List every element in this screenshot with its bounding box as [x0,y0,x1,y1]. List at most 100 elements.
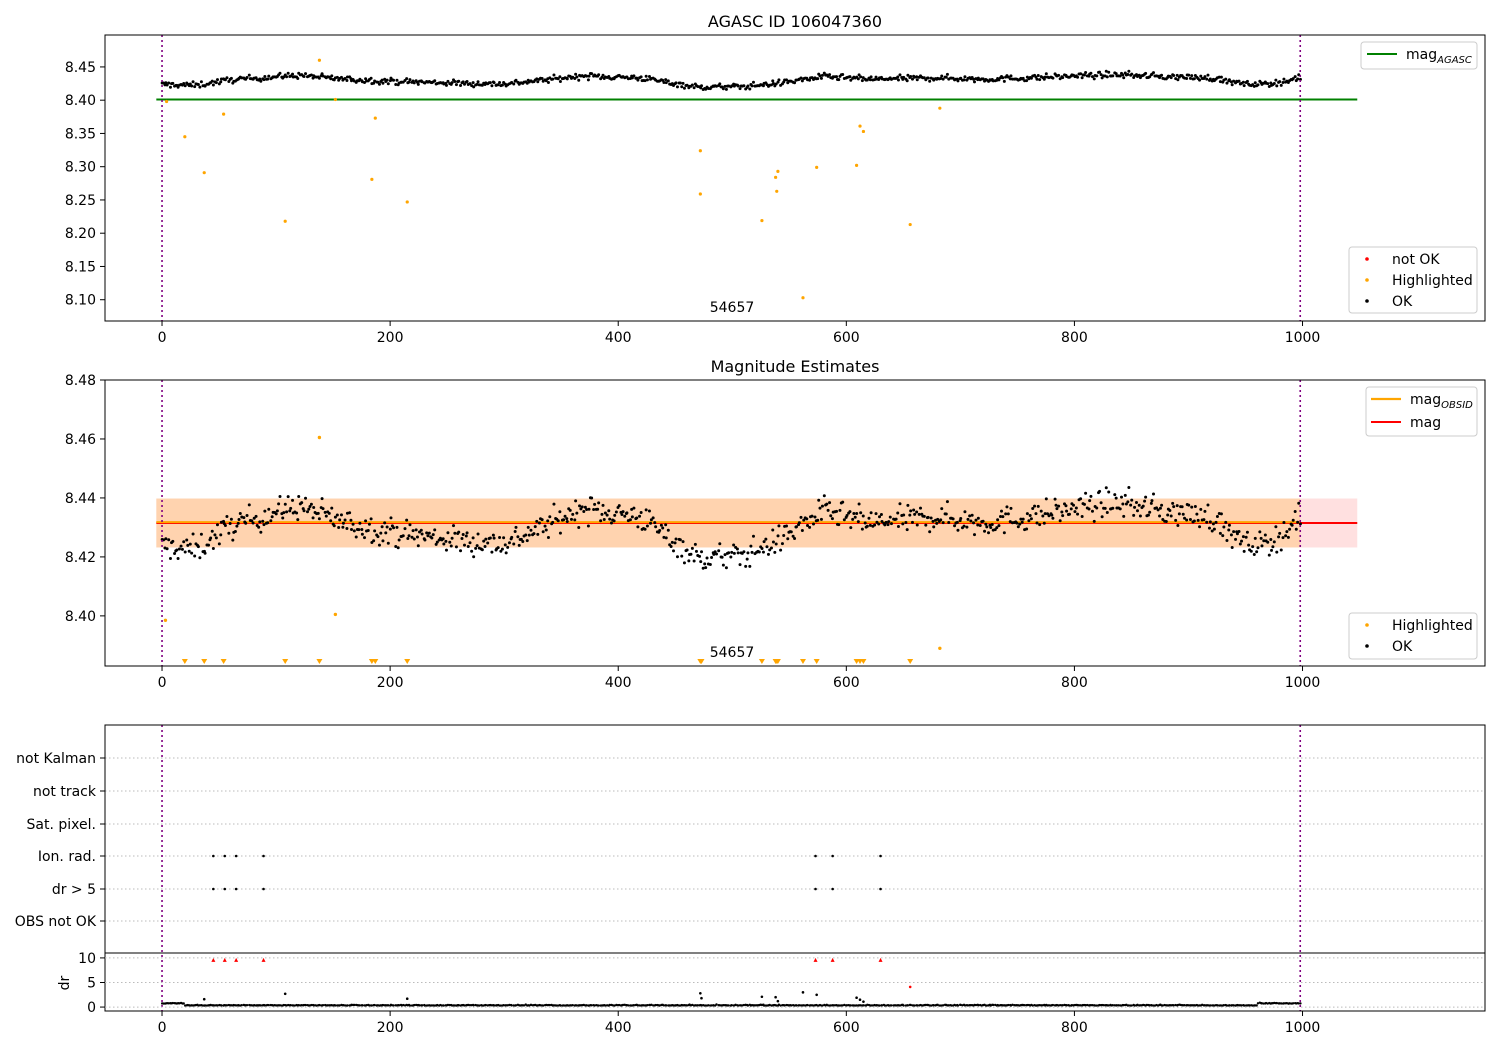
ok-point [1237,530,1241,534]
dr-clipped-marker [222,957,227,962]
ok-point [536,532,540,536]
ok-point [1284,534,1288,538]
ok-point [1151,492,1155,496]
ok-point [185,538,189,542]
ok-point [222,519,226,523]
ok-point [1269,81,1273,85]
ok-point [661,526,665,530]
ok-point [524,533,528,537]
ok-point [859,511,863,515]
ok-point [1042,521,1046,525]
ok-point [723,84,727,88]
ok-point [999,515,1003,519]
ok-point [556,77,560,81]
ok-point [789,530,793,534]
ok-point [965,525,969,529]
ok-point [868,523,872,527]
ok-point [380,78,384,82]
dr-point [259,1004,263,1007]
ok-point [1050,513,1054,517]
dr-point [941,1004,945,1007]
ok-point [1171,501,1175,505]
ok-point [176,556,180,560]
ok-point [242,516,246,520]
flag-point [814,887,817,891]
ok-point [601,503,605,507]
ok-point [1198,78,1202,82]
ok-point [1082,502,1086,506]
dr-point [225,1004,229,1007]
ok-point [956,528,960,532]
ok-point [675,555,679,559]
ok-point [1073,510,1077,514]
dr-point [171,1001,175,1005]
ok-point [210,79,214,83]
ok-point [223,524,227,528]
ok-point [352,529,356,533]
ok-point [360,528,364,532]
ok-point [203,551,207,555]
ok-point [884,520,888,524]
ok-point [690,546,694,550]
ok-point [514,78,518,82]
y-axis: 8.40 8.42 8.44 8.46 8.48 [65,373,105,625]
ok-point [736,551,740,555]
flag-points [160,854,1302,1007]
highlighted-offscale-marker [201,659,208,664]
ok-point [532,532,536,536]
ok-point [341,525,345,529]
ok-point [1275,84,1279,88]
ok-point [1121,73,1125,77]
ok-point [593,502,597,506]
dr-point [654,1003,657,1007]
ok-point [343,77,347,81]
dr-axis-label: dr [57,975,73,990]
ok-point [546,535,550,539]
ok-point [1065,509,1069,513]
ok-point [513,529,517,533]
ok-point [223,78,227,82]
ok-point [348,511,352,515]
ok-point [373,529,377,533]
y-tick-label: 8.10 [65,293,96,309]
ok-point [483,545,487,549]
dr-point [1095,1004,1098,1007]
dr-clipped-marker [830,957,835,962]
ok-point [171,539,175,543]
ok-point [700,84,704,88]
ok-point [732,551,736,555]
ok-point [1185,77,1189,81]
highlighted-point [370,177,374,181]
ok-point [540,518,544,522]
ok-point [434,542,438,546]
ok-point [639,75,643,79]
ok-point [1253,81,1257,85]
dr-point [1107,1004,1110,1007]
ok-point [1267,553,1271,557]
ok-point [459,84,463,88]
ok-point [411,529,415,533]
y-tick-label: 8.35 [65,126,96,142]
ok-point [1061,514,1065,518]
dr-point [1282,1002,1286,1005]
ok-point [837,78,841,82]
ok-point [1241,80,1245,84]
ok-point [886,523,890,527]
ok-point [877,515,881,519]
ok-point [449,544,453,548]
ok-point [379,531,383,535]
ok-point [575,75,579,79]
ok-point [433,79,437,83]
ok-point [896,78,900,82]
ok-point [1090,75,1094,79]
ok-point [750,550,754,554]
highlighted-point [317,58,322,62]
dr-clipped-marker [261,957,266,962]
ok-point [745,557,749,561]
dr-outlier-point [760,995,764,999]
ok-point [926,76,930,80]
ok-point [1296,77,1300,81]
dr-point [216,1004,219,1007]
ok-point [317,517,321,521]
